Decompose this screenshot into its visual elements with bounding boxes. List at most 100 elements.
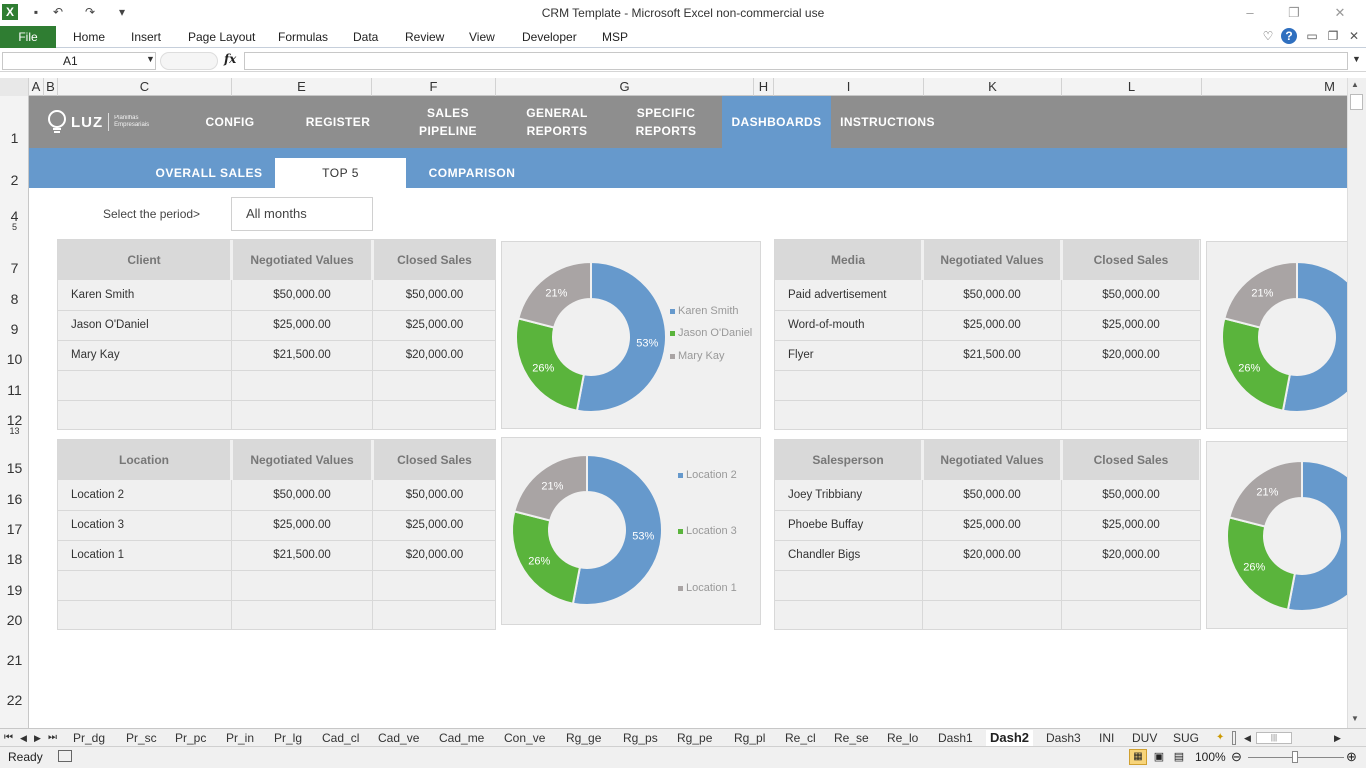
- restore-icon[interactable]: ❐: [1288, 5, 1300, 20]
- column-header[interactable]: L: [1062, 78, 1202, 96]
- undo-icon[interactable]: ↶: [52, 5, 64, 19]
- donut-slice[interactable]: [1223, 260, 1298, 329]
- table-cell[interactable]: $25,000.00: [963, 519, 1021, 531]
- subtab-comparison[interactable]: COMPARISON: [428, 166, 516, 180]
- sheet-tab[interactable]: Cad_ve: [378, 731, 420, 745]
- normal-view-icon[interactable]: ▦: [1129, 749, 1147, 765]
- column-header[interactable]: H: [754, 78, 774, 96]
- table-cell[interactable]: Flyer: [788, 349, 814, 361]
- row-header[interactable]: 7: [10, 260, 19, 276]
- zoom-in-icon[interactable]: ⊕: [1346, 749, 1357, 764]
- donut-slice[interactable]: [575, 260, 667, 413]
- nav-instructions[interactable]: INSTRUCTIONS: [840, 115, 935, 129]
- table-cell[interactable]: Phoebe Buffay: [788, 519, 864, 531]
- table-cell[interactable]: $20,000.00: [963, 549, 1021, 561]
- media-donut-chart[interactable]: 526%21%: [1206, 241, 1347, 429]
- donut-slice[interactable]: [1281, 260, 1347, 413]
- client-donut-chart[interactable]: 53% 26% 21% Karen Smith Jason O'Daniel Mar…: [501, 241, 761, 429]
- donut-slice[interactable]: [513, 453, 588, 522]
- tab-formulas[interactable]: Formulas: [278, 30, 329, 44]
- row-header[interactable]: 17: [6, 521, 23, 537]
- zoom-slider-thumb[interactable]: [1292, 751, 1298, 763]
- column-header[interactable]: G: [496, 78, 754, 96]
- table-cell[interactable]: $20,000.00: [1102, 349, 1160, 361]
- minimize-icon[interactable]: –: [1246, 5, 1254, 20]
- row-header[interactable]: 9: [10, 321, 19, 337]
- row-header[interactable]: 2: [10, 172, 19, 188]
- table-cell[interactable]: Chandler Bigs: [788, 549, 861, 561]
- column-header[interactable]: E: [232, 78, 372, 96]
- column-header[interactable]: F: [372, 78, 496, 96]
- window-close-icon[interactable]: ✕: [1348, 29, 1360, 43]
- table-cell[interactable]: $21,500.00: [963, 349, 1021, 361]
- column-header[interactable]: M: [1324, 79, 1335, 94]
- sheet-tab[interactable]: Pr_dg: [73, 731, 106, 745]
- row-header[interactable]: 18: [6, 551, 23, 567]
- table-cell[interactable]: Location 2: [71, 489, 125, 501]
- sheet-tab[interactable]: Rg_pe: [677, 731, 713, 745]
- name-box-dropdown-icon[interactable]: ▼: [146, 54, 155, 64]
- sheet-tab[interactable]: INI: [1099, 731, 1115, 745]
- tab-page-layout[interactable]: Page Layout: [188, 30, 256, 44]
- select-all-corner[interactable]: [0, 78, 29, 96]
- donut-slice[interactable]: [1228, 459, 1303, 528]
- period-select[interactable]: All months: [231, 197, 373, 231]
- row-header[interactable]: 1: [10, 130, 19, 146]
- table-cell[interactable]: $25,000.00: [963, 319, 1021, 331]
- sheet-tab[interactable]: Cad_me: [439, 731, 485, 745]
- table-cell[interactable]: $25,000.00: [1102, 519, 1160, 531]
- nav-register[interactable]: REGISTER: [305, 115, 371, 129]
- table-cell[interactable]: Mary Kay: [71, 349, 120, 361]
- tab-home[interactable]: Home: [73, 30, 106, 44]
- row-header[interactable]: 4: [10, 208, 19, 224]
- table-cell[interactable]: $50,000.00: [1102, 489, 1160, 501]
- sheet-tab[interactable]: Rg_ge: [566, 731, 602, 745]
- table-cell[interactable]: $50,000.00: [1102, 289, 1160, 301]
- vertical-scrollbar[interactable]: ▲ ▼: [1347, 78, 1366, 728]
- row-header[interactable]: 13: [9, 426, 20, 436]
- sheet-tab[interactable]: Con_ve: [504, 731, 546, 745]
- row-header[interactable]: 22: [6, 692, 23, 708]
- insert-function-icon[interactable]: fx: [224, 52, 237, 66]
- table-cell[interactable]: $25,000.00: [405, 319, 464, 331]
- column-header[interactable]: A: [29, 78, 44, 96]
- sheet-tab[interactable]: Pr_lg: [274, 731, 303, 745]
- save-icon[interactable]: ▪: [33, 5, 39, 19]
- page-layout-view-icon[interactable]: ▣: [1153, 751, 1165, 763]
- row-header[interactable]: 19: [6, 582, 23, 598]
- tab-view[interactable]: View: [469, 30, 495, 44]
- donut-slice[interactable]: [1286, 459, 1347, 612]
- sheet-tab-active[interactable]: Dash2: [986, 730, 1034, 746]
- row-header[interactable]: 21: [6, 652, 23, 668]
- prev-sheet-icon[interactable]: ◀: [20, 733, 27, 743]
- table-cell[interactable]: $20,000.00: [405, 349, 464, 361]
- table-cell[interactable]: $21,500.00: [273, 549, 331, 561]
- table-cell[interactable]: $20,000.00: [405, 549, 464, 561]
- column-header[interactable]: K: [924, 78, 1062, 96]
- subtab-overall-sales[interactable]: OVERALL SALES: [155, 166, 263, 180]
- column-header[interactable]: C: [58, 78, 232, 96]
- salesperson-donut-chart[interactable]: 26% 21%: [1206, 441, 1347, 629]
- minimize-ribbon-icon[interactable]: ♡: [1262, 29, 1274, 43]
- sheet-tab[interactable]: Pr_sc: [126, 731, 157, 745]
- sheet-tab[interactable]: Rg_ps: [623, 731, 658, 745]
- nav-specific-reports[interactable]: SPECIFIC REPORTS: [635, 106, 697, 138]
- table-cell[interactable]: $25,000.00: [273, 519, 331, 531]
- page-break-view-icon[interactable]: ▤: [1173, 751, 1185, 763]
- donut-slice[interactable]: [571, 453, 663, 606]
- macro-record-icon[interactable]: [58, 750, 72, 762]
- row-header[interactable]: 20: [6, 612, 23, 628]
- donut-slice[interactable]: [517, 260, 592, 329]
- row-header[interactable]: 10: [6, 351, 23, 367]
- table-cell[interactable]: $50,000.00: [963, 289, 1021, 301]
- tab-file[interactable]: File: [0, 26, 56, 48]
- sheet-tab[interactable]: Re_se: [834, 731, 869, 745]
- nav-sales-pipeline[interactable]: SALES PIPELINE: [419, 106, 477, 138]
- name-box[interactable]: A1: [2, 52, 156, 70]
- close-icon[interactable]: ✕: [1334, 5, 1346, 20]
- row-header[interactable]: 16: [6, 491, 23, 507]
- nav-general-reports[interactable]: GENERAL REPORTS: [526, 106, 588, 138]
- table-cell[interactable]: Word-of-mouth: [788, 319, 865, 331]
- window-minimize-icon[interactable]: ▭: [1306, 29, 1318, 43]
- table-cell[interactable]: $50,000.00: [273, 489, 331, 501]
